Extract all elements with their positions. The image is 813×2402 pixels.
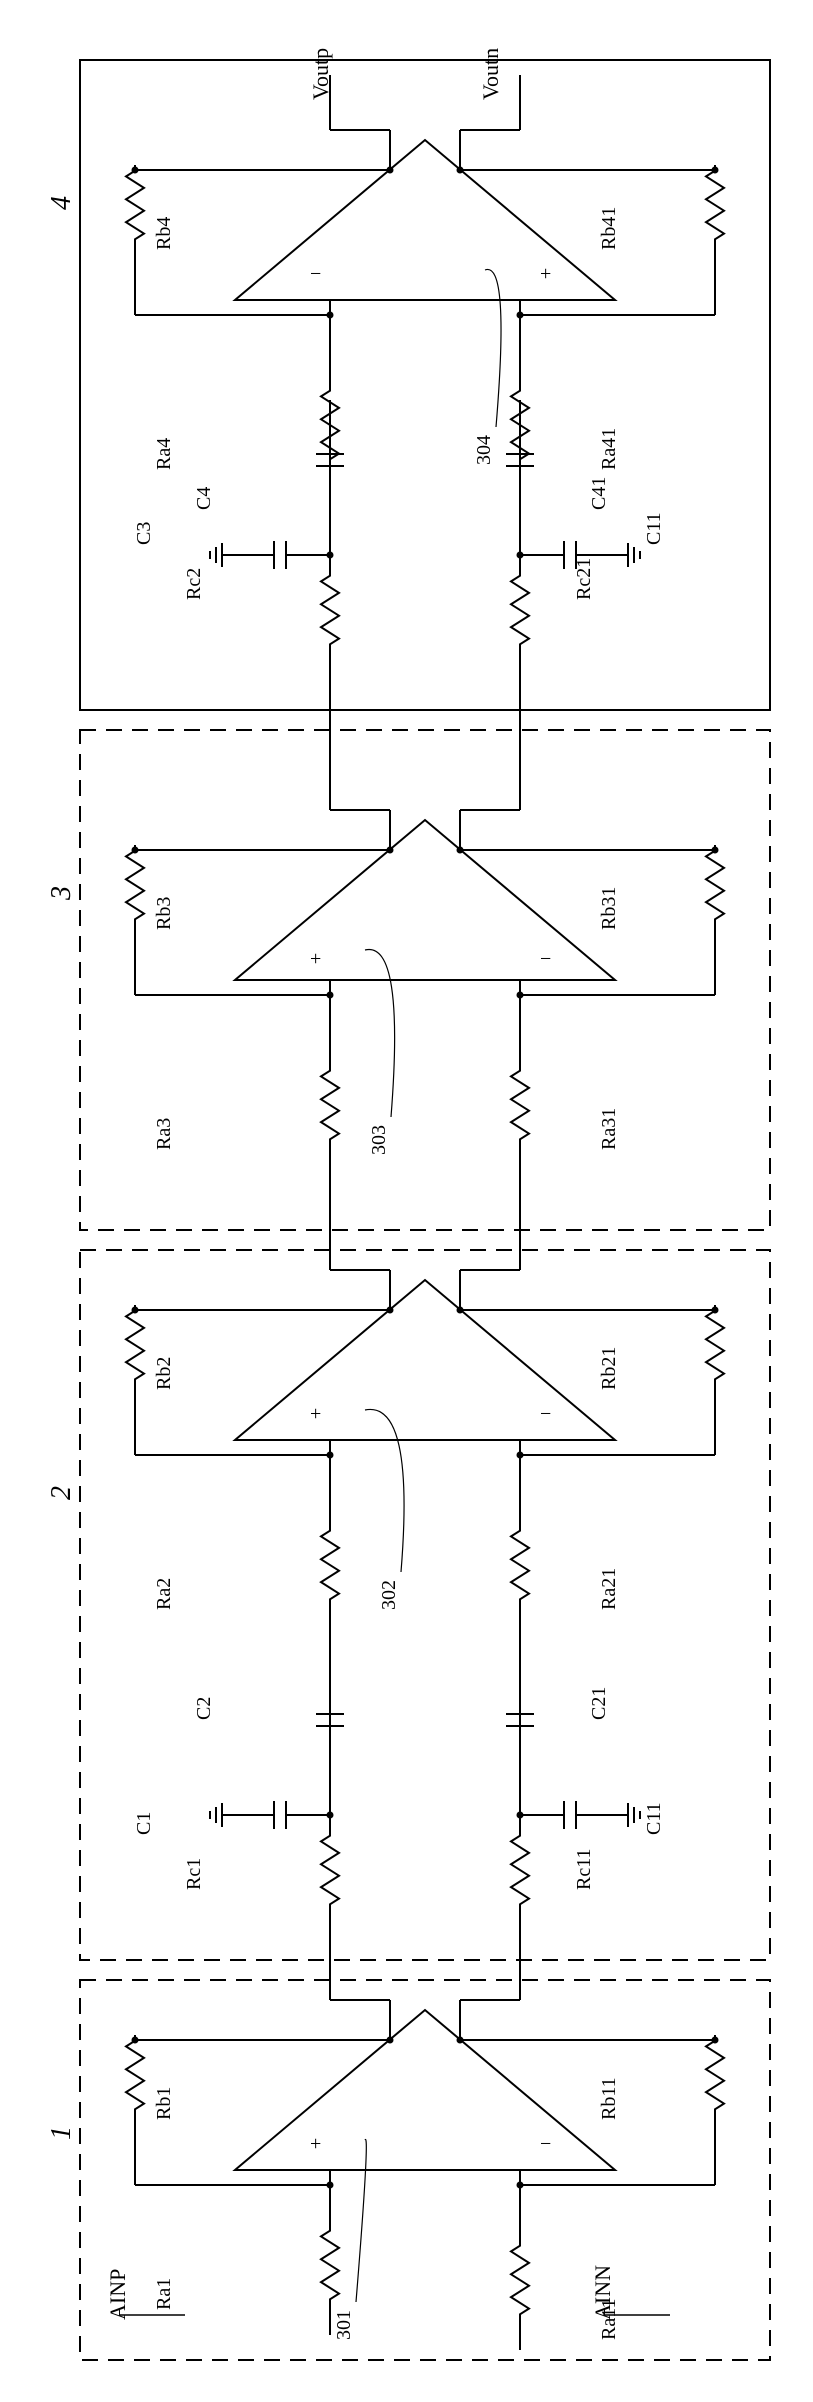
capacitor-label: C4 xyxy=(193,487,215,510)
stage-box xyxy=(80,1250,770,1960)
opamp-ref: 302 xyxy=(378,1580,400,1610)
svg-text:+: + xyxy=(310,1403,321,1425)
input-label: AINN xyxy=(590,2265,615,2320)
resistor-label: Ra21 xyxy=(598,1568,620,1610)
resistor-label: Ra2 xyxy=(153,1578,175,1610)
svg-text:−: − xyxy=(540,948,551,970)
resistor-label: Ra1 xyxy=(153,2278,175,2310)
resistor-label: Rc11 xyxy=(573,1849,595,1890)
resistor-label: Ra41 xyxy=(598,428,620,470)
svg-text:+: + xyxy=(540,263,551,285)
resistor-label: Rb31 xyxy=(598,887,620,930)
resistor-label: Rb11 xyxy=(598,2077,620,2120)
resistor-label: Rb21 xyxy=(598,1347,620,1390)
resistor-label: Ra31 xyxy=(598,1108,620,1150)
resistor-label: Ra3 xyxy=(153,1118,175,1150)
svg-text:−: − xyxy=(540,1403,551,1425)
resistor-label: Rb1 xyxy=(153,2087,175,2120)
capacitor-label: C21 xyxy=(588,1687,610,1720)
stage-number: 1 xyxy=(46,2126,77,2140)
resistor-label: Rc1 xyxy=(183,1858,205,1890)
stage-number: 4 xyxy=(46,196,77,210)
opamp-ref: 303 xyxy=(368,1125,390,1155)
opamp-triangle xyxy=(235,1280,615,1440)
svg-text:−: − xyxy=(540,2133,551,2155)
input-label: AINP xyxy=(105,2269,130,2320)
resistor-label: Rb3 xyxy=(153,897,175,930)
stage-number: 2 xyxy=(46,1486,77,1500)
opamp-ref: 304 xyxy=(473,435,495,465)
stage-number: 3 xyxy=(46,886,77,901)
capacitor-label: C41 xyxy=(588,477,610,510)
resistor-label: Rb4 xyxy=(153,217,175,250)
capacitor-label: C11 xyxy=(643,512,665,545)
output-label: Voutn xyxy=(478,48,503,100)
opamp-triangle xyxy=(235,2010,615,2170)
capacitor-label: C11 xyxy=(643,1802,665,1835)
capacitor-label: C2 xyxy=(193,1697,215,1720)
capacitor-label: C3 xyxy=(133,522,155,545)
opamp-triangle xyxy=(235,820,615,980)
svg-text:−: − xyxy=(310,263,321,285)
stage-box xyxy=(80,60,770,710)
opamp-ref: 301 xyxy=(333,2310,355,2340)
resistor-label: Rc2 xyxy=(183,568,205,600)
svg-text:+: + xyxy=(310,2133,321,2155)
resistor-label: Rb41 xyxy=(598,207,620,250)
resistor-label: Rb2 xyxy=(153,1357,175,1390)
opamp-triangle xyxy=(235,140,615,300)
svg-text:+: + xyxy=(310,948,321,970)
capacitor-label: C1 xyxy=(133,1812,155,1835)
resistor-label: Ra4 xyxy=(153,438,175,470)
